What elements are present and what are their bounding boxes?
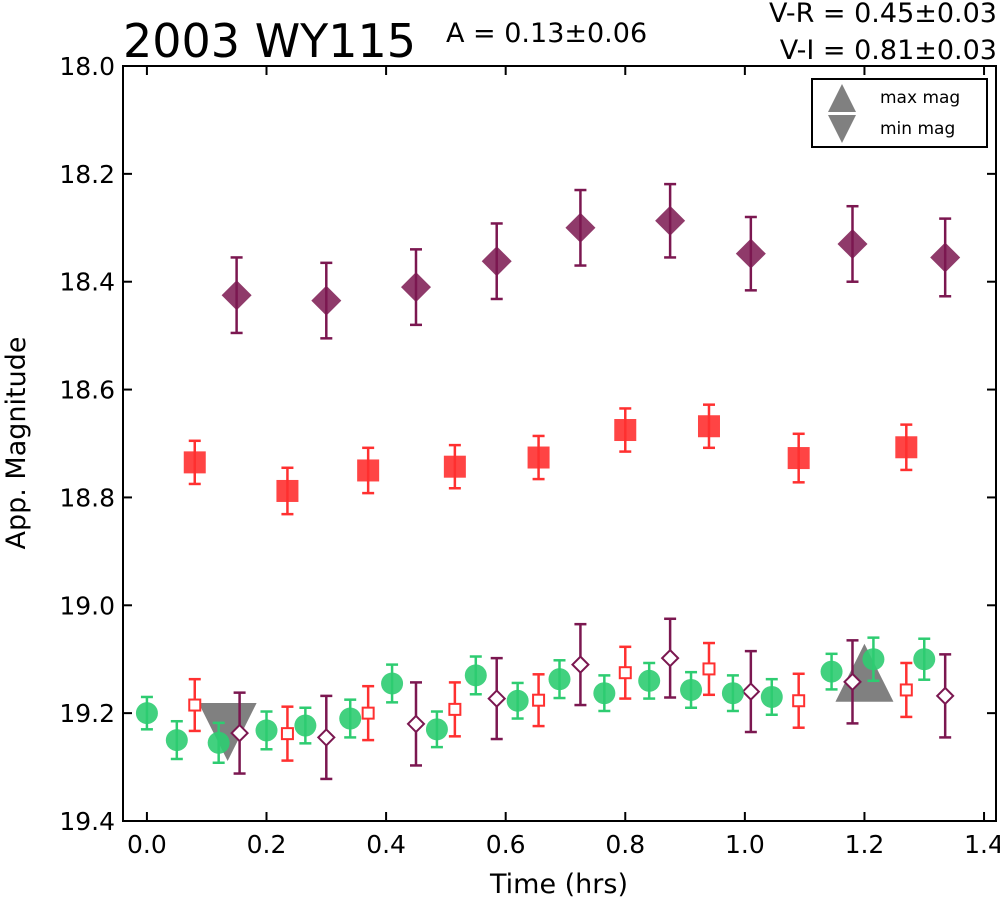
data-point bbox=[221, 280, 252, 311]
x-tick-label: 0.4 bbox=[366, 830, 406, 859]
data-point bbox=[899, 683, 913, 697]
data-point bbox=[311, 285, 342, 316]
data-point bbox=[680, 678, 703, 701]
data-point bbox=[406, 714, 426, 734]
data-point bbox=[741, 682, 761, 701]
data-point bbox=[487, 689, 507, 708]
data-point bbox=[357, 459, 380, 482]
data-point bbox=[837, 228, 868, 259]
data-point bbox=[400, 272, 431, 303]
data-point bbox=[548, 668, 571, 691]
data-point bbox=[721, 682, 744, 705]
data-point bbox=[792, 694, 806, 708]
y-tick-label: 18.8 bbox=[59, 483, 115, 512]
data-point bbox=[787, 447, 810, 470]
series-v-shifted bbox=[230, 617, 955, 781]
y-tick-label: 18.2 bbox=[59, 160, 115, 189]
data-point bbox=[862, 648, 885, 671]
y-tick-label: 19.4 bbox=[59, 807, 115, 836]
data-point bbox=[280, 727, 294, 741]
data-point bbox=[506, 689, 529, 712]
data-point bbox=[527, 446, 550, 469]
color-index-vi: V-I = 0.81±0.03 bbox=[780, 35, 997, 66]
data-point bbox=[294, 714, 317, 737]
data-point bbox=[443, 455, 466, 478]
series-v bbox=[221, 182, 961, 340]
legend-min-mag-label: min mag bbox=[880, 119, 955, 139]
data-point bbox=[735, 238, 766, 269]
legend: max mag min mag bbox=[811, 78, 988, 148]
x-tick-label: 1.4 bbox=[964, 830, 1000, 859]
data-point bbox=[425, 718, 448, 741]
data-point bbox=[820, 660, 843, 683]
y-axis-label: App. Magnitude bbox=[1, 337, 32, 550]
x-tick-label: 1.2 bbox=[845, 830, 885, 859]
chart-title: 2003 WY115 bbox=[123, 14, 416, 68]
data-point bbox=[895, 436, 918, 459]
series-i-shifted bbox=[135, 636, 936, 765]
data-point bbox=[697, 415, 720, 438]
data-point bbox=[571, 655, 590, 675]
data-point bbox=[843, 672, 862, 692]
x-tick-label: 0.8 bbox=[605, 830, 645, 859]
data-point bbox=[760, 685, 783, 708]
data-point bbox=[930, 242, 961, 273]
data-point bbox=[565, 212, 596, 243]
max-mag-marker bbox=[835, 643, 894, 702]
x-tick-label: 0.6 bbox=[486, 830, 526, 859]
data-marks bbox=[135, 182, 961, 781]
data-point bbox=[165, 729, 188, 752]
data-point bbox=[183, 451, 206, 474]
legend-max-mag-marker bbox=[828, 84, 856, 112]
data-point bbox=[614, 419, 637, 442]
data-point bbox=[935, 686, 955, 706]
data-point bbox=[618, 666, 632, 680]
data-point bbox=[913, 648, 936, 671]
amplitude-label: A = 0.13±0.06 bbox=[446, 18, 647, 49]
data-point bbox=[702, 662, 716, 676]
data-point bbox=[207, 731, 230, 754]
data-point bbox=[381, 672, 404, 695]
x-tick-label: 0.0 bbox=[127, 830, 167, 859]
data-point bbox=[448, 702, 462, 716]
y-tick-label: 19.0 bbox=[59, 591, 115, 620]
data-point bbox=[188, 698, 202, 712]
color-index-vr: V-R = 0.45±0.03 bbox=[769, 0, 997, 29]
series-r-shifted bbox=[188, 641, 913, 762]
data-point bbox=[230, 723, 250, 743]
x-tick-label: 1.0 bbox=[725, 830, 765, 859]
data-point bbox=[135, 702, 158, 725]
legend-max-mag-label: max mag bbox=[880, 88, 960, 108]
min-mag-marker bbox=[198, 703, 257, 762]
data-point bbox=[593, 682, 616, 705]
y-tick-label: 18.6 bbox=[59, 376, 115, 405]
data-point bbox=[532, 693, 546, 707]
data-point bbox=[660, 648, 680, 668]
y-tick-label: 19.2 bbox=[59, 699, 115, 728]
data-point bbox=[481, 246, 512, 277]
series-r bbox=[183, 403, 918, 516]
data-point bbox=[316, 727, 336, 747]
y-tick-label: 18.0 bbox=[59, 52, 115, 81]
legend-min-mag-marker bbox=[828, 115, 856, 143]
data-point bbox=[276, 479, 299, 502]
x-axis-label: Time (hrs) bbox=[489, 869, 628, 900]
data-point bbox=[655, 205, 686, 236]
y-tick-label: 18.4 bbox=[59, 268, 115, 297]
data-point bbox=[464, 664, 487, 687]
data-point bbox=[638, 669, 661, 692]
plot-frame bbox=[122, 65, 997, 822]
data-point bbox=[339, 707, 362, 730]
data-point bbox=[255, 719, 278, 742]
axis-ticks: 0.0 0.2 0.4 0.6 0.8 1.0 1.2 1.4 18.0 18.2 18.4 18.6… bbox=[59, 52, 1000, 859]
data-point bbox=[361, 706, 375, 720]
x-tick-label: 0.2 bbox=[247, 830, 287, 859]
